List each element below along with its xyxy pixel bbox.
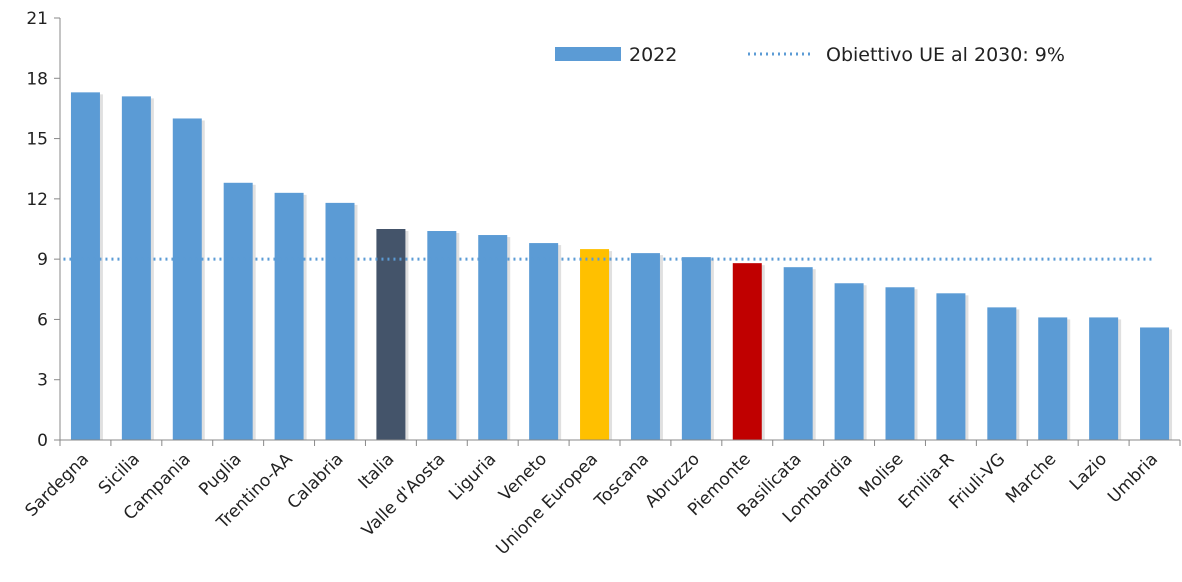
bar xyxy=(987,307,1017,440)
bar xyxy=(223,182,253,440)
bar xyxy=(1038,317,1068,440)
x-category-label: Liguria xyxy=(445,449,500,504)
bar xyxy=(427,231,457,440)
legend-label-reference-line: Obiettivo UE al 2030: 9% xyxy=(826,44,1065,66)
x-category-label: Lazio xyxy=(1066,449,1111,494)
bar xyxy=(1140,327,1170,440)
x-category-label: Sardegna xyxy=(21,449,93,521)
bar xyxy=(580,249,610,440)
bar xyxy=(478,235,508,440)
x-category-label: Marche xyxy=(1002,449,1060,507)
bar xyxy=(783,267,813,440)
x-category-label: Toscana xyxy=(590,449,653,512)
legend: 2022 Obiettivo UE al 2030: 9% xyxy=(555,44,1065,66)
x-category-label: Umbria xyxy=(1104,449,1162,507)
y-tick-label: 9 xyxy=(37,250,48,270)
bar xyxy=(172,118,202,440)
x-category-label: Puglia xyxy=(195,449,245,499)
bar xyxy=(325,202,355,440)
bar xyxy=(529,243,559,440)
x-category-label: Sicilia xyxy=(95,449,144,498)
y-tick-label: 12 xyxy=(26,190,48,210)
y-tick-label: 0 xyxy=(37,431,48,451)
bar xyxy=(936,293,966,440)
bar xyxy=(834,283,864,440)
y-tick-label: 21 xyxy=(26,9,48,29)
y-axis: 0 3 6 9 12 15 18 21 xyxy=(26,9,61,451)
x-category-label: Calabria xyxy=(284,449,348,513)
y-tick-label: 6 xyxy=(37,310,48,330)
bar xyxy=(630,253,660,440)
y-tick-label: 15 xyxy=(26,130,48,150)
bar xyxy=(274,192,304,440)
bars xyxy=(70,92,1173,440)
bar xyxy=(1089,317,1119,440)
y-tick-label: 3 xyxy=(37,371,48,391)
bar xyxy=(121,96,151,440)
legend-swatch-2022 xyxy=(555,47,621,61)
x-category-label: Friuli-VG xyxy=(945,449,1009,513)
bar xyxy=(70,92,100,440)
bar xyxy=(376,229,406,440)
bar xyxy=(732,263,762,440)
x-category-label: Italia xyxy=(355,449,399,493)
bar xyxy=(885,287,915,440)
bar xyxy=(681,257,711,440)
legend-label-2022: 2022 xyxy=(629,44,677,66)
y-tick-label: 18 xyxy=(26,69,48,89)
